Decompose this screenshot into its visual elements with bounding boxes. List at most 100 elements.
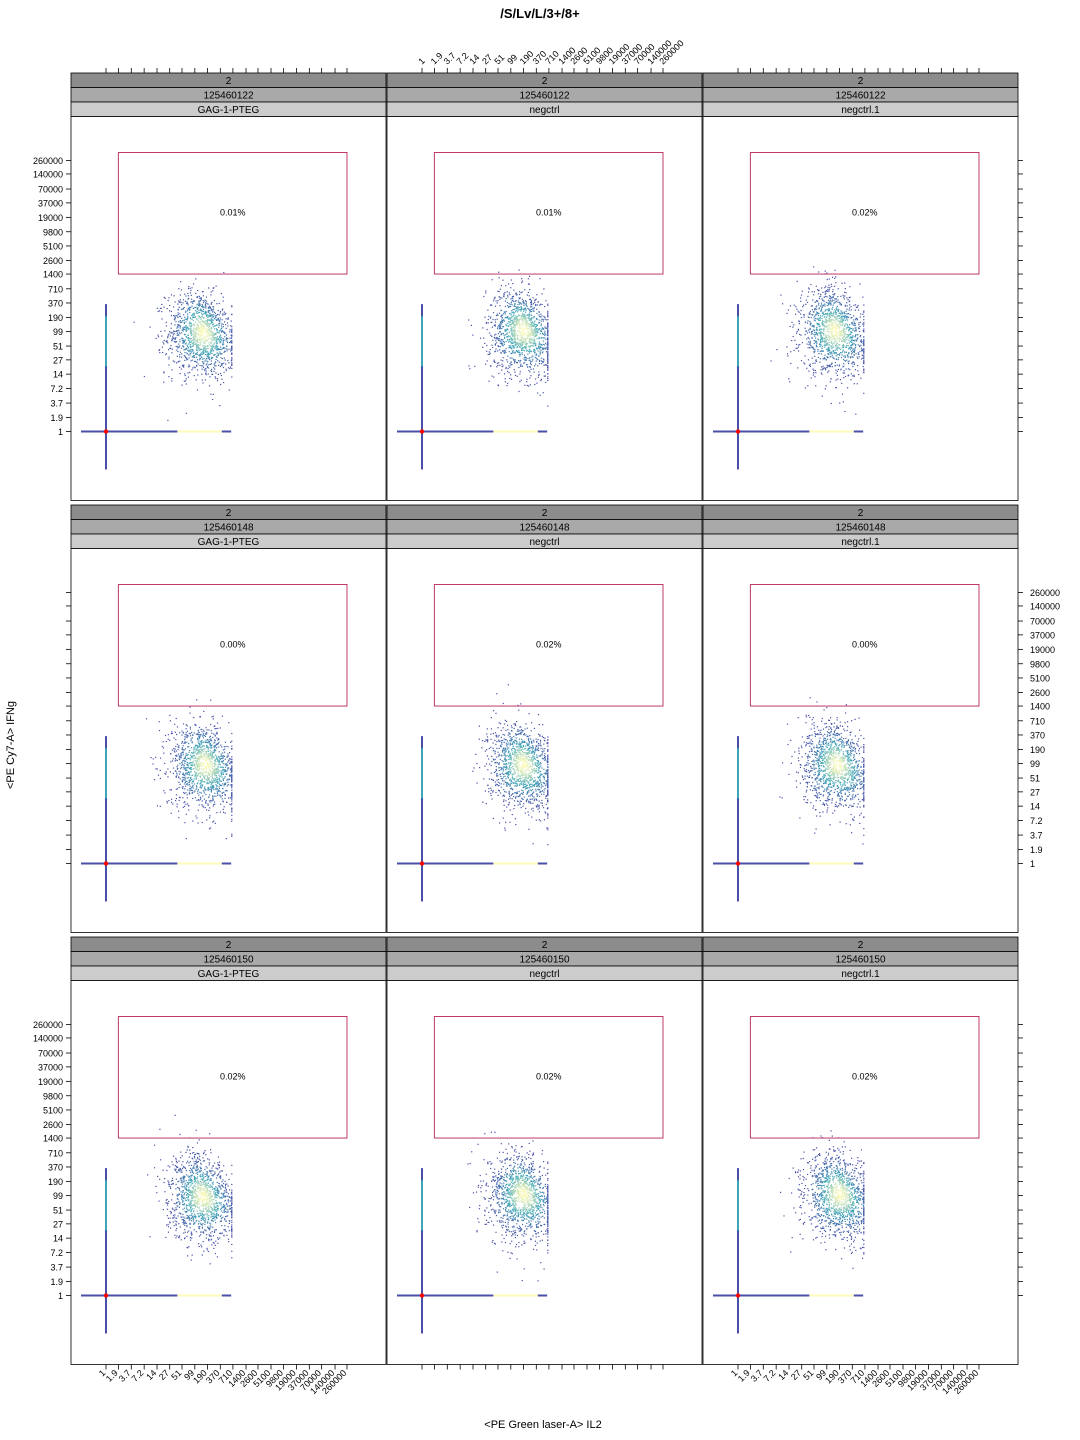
- event-point: [547, 360, 549, 362]
- event-point: [826, 321, 828, 324]
- event-point: [203, 358, 205, 360]
- event-point: [508, 338, 510, 341]
- event-point: [526, 364, 528, 366]
- event-point: [186, 344, 188, 346]
- event-point: [188, 306, 190, 308]
- event-point: [199, 328, 201, 330]
- event-point: [822, 323, 824, 326]
- event-point: [528, 312, 531, 314]
- event-point: [527, 366, 529, 368]
- event-point: [220, 774, 222, 776]
- event-point: [830, 402, 832, 405]
- event-point: [195, 361, 197, 363]
- event-point: [210, 747, 212, 749]
- event-point: [521, 298, 523, 300]
- event-point: [858, 327, 860, 329]
- event-point: [212, 339, 214, 341]
- event-point: [208, 746, 210, 748]
- event-point: [853, 362, 855, 364]
- event-point: [850, 350, 852, 352]
- event-point: [204, 347, 206, 349]
- event-point: [202, 750, 204, 752]
- event-point: [829, 365, 832, 367]
- event-point: [521, 349, 523, 352]
- event-point: [861, 340, 863, 343]
- event-point: [214, 365, 216, 367]
- event-point: [518, 366, 520, 369]
- event-point: [522, 330, 524, 332]
- event-point: [818, 312, 820, 314]
- event-point: [539, 322, 541, 324]
- event-point: [813, 348, 815, 350]
- event-point: [179, 333, 181, 335]
- event-point: [863, 363, 865, 365]
- event-point: [528, 369, 530, 372]
- event-point: [209, 354, 211, 356]
- event-point: [535, 298, 537, 300]
- event-point: [518, 331, 520, 333]
- event-point: [812, 374, 814, 376]
- event-point: [828, 336, 831, 338]
- event-point: [835, 313, 837, 315]
- event-point: [186, 357, 188, 359]
- event-point: [214, 747, 216, 749]
- event-point: [844, 337, 846, 339]
- event-point: [854, 336, 856, 338]
- event-point: [863, 343, 865, 345]
- event-point: [192, 345, 194, 347]
- event-point: [200, 324, 202, 326]
- event-point: [213, 306, 215, 308]
- event-point: [205, 340, 207, 342]
- event-point: [216, 380, 219, 382]
- event-point: [836, 308, 838, 310]
- event-point: [849, 313, 851, 316]
- event-point: [198, 733, 200, 736]
- event-point: [170, 323, 172, 325]
- event-point: [158, 730, 161, 732]
- event-point: [846, 297, 848, 299]
- event-point: [215, 770, 218, 772]
- event-point: [810, 346, 813, 348]
- event-point: [187, 317, 189, 319]
- event-point: [213, 789, 215, 791]
- event-point: [192, 336, 194, 338]
- event-point: [528, 336, 530, 338]
- event-point: [182, 745, 184, 747]
- event-point: [815, 360, 817, 362]
- event-point: [833, 334, 835, 336]
- event-point: [210, 784, 212, 786]
- event-point: [513, 323, 515, 325]
- event-point: [501, 366, 503, 368]
- event-point: [210, 755, 212, 757]
- event-point: [210, 334, 212, 337]
- event-point: [194, 343, 196, 345]
- event-point: [527, 334, 529, 336]
- event-point: [530, 339, 532, 341]
- event-point: [190, 329, 192, 331]
- event-point: [820, 335, 822, 337]
- event-point: [840, 334, 842, 336]
- event-point: [547, 369, 549, 371]
- event-point: [518, 298, 520, 300]
- event-point: [511, 330, 513, 332]
- event-point: [816, 305, 818, 307]
- event-point: [210, 342, 212, 344]
- event-point: [844, 355, 846, 357]
- event-point: [195, 788, 197, 790]
- event-point: [862, 336, 865, 338]
- event-point: [196, 296, 198, 298]
- event-point: [807, 359, 809, 361]
- event-point: [807, 295, 809, 297]
- event-point: [504, 291, 506, 294]
- event-point: [206, 770, 208, 773]
- event-point: [198, 359, 201, 361]
- event-point: [836, 323, 838, 325]
- event-point: [199, 743, 201, 745]
- event-point: [184, 768, 186, 770]
- event-point: [801, 342, 803, 344]
- event-point: [493, 376, 495, 378]
- event-point: [511, 295, 514, 298]
- event-point: [225, 318, 227, 320]
- event-point: [847, 368, 850, 370]
- event-point: [521, 326, 524, 328]
